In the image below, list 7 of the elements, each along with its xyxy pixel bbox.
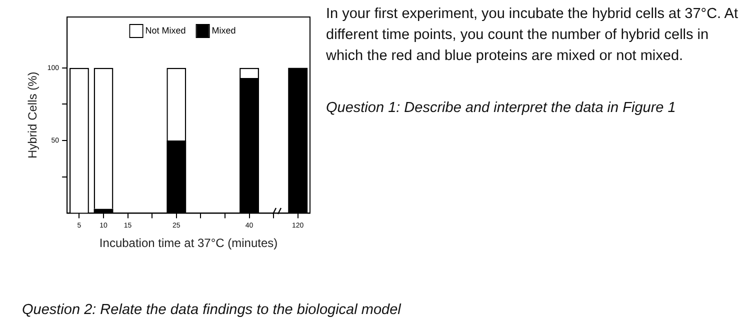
y-axis-title: Hybrid Cells (%) (26, 72, 40, 158)
legend-label: Mixed (212, 25, 236, 36)
legend-label: Not Mixed (145, 25, 186, 36)
text: Question 2: Relate the data findings to the biological model (22, 301, 402, 320)
text: Question 1: Describe and interpret the data in Figure 1 (326, 99, 677, 118)
x-axis-title: Incubation time at 37°C (minutes) (99, 236, 278, 250)
text: In your first experiment, you incubate the hybrid cells at 37°C. At different time points, you count the number of hybrid cells in which the red and blue proteins are mixed or not mixed. (326, 5, 740, 66)
